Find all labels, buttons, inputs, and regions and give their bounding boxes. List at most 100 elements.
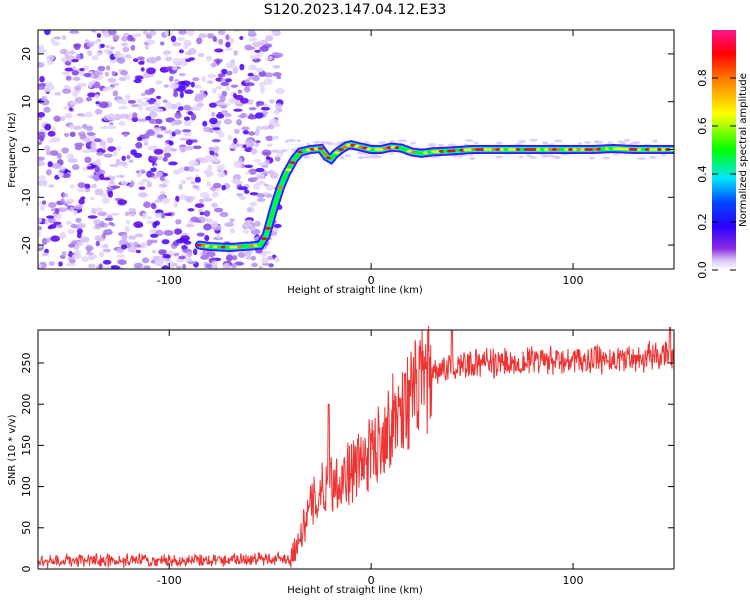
ridge-core (527, 148, 534, 151)
noise-blob (77, 223, 86, 229)
ridge-core (483, 148, 490, 151)
noise-blob (229, 144, 238, 150)
ridge-core (337, 148, 344, 151)
noise-blob (72, 66, 77, 71)
noise-blob (65, 220, 73, 225)
noise-blob (249, 201, 257, 207)
noise-blob (258, 70, 266, 77)
x-tick-label: 0 (368, 274, 375, 287)
noise-blob (154, 220, 160, 226)
noise-blob (212, 87, 217, 94)
noise-blob (104, 71, 110, 77)
noise-blob (248, 30, 255, 35)
colorbar-tick-label: 0.8 (696, 69, 709, 87)
noise-blob (231, 263, 237, 268)
noise-blob (110, 185, 121, 189)
noise-blob (239, 196, 246, 201)
noise-blob (192, 184, 199, 189)
noise-blob (138, 170, 143, 177)
noise-blob (153, 106, 160, 112)
noise-blob (250, 255, 256, 261)
noise-blob (87, 132, 96, 136)
noise-blob (148, 99, 155, 105)
ridge-core (317, 147, 324, 150)
noise-blob (218, 38, 223, 46)
noise-blob (66, 263, 76, 267)
noise-blob (135, 249, 142, 254)
noise-blob (247, 46, 256, 50)
noise-blob (119, 113, 130, 119)
noise-blob (130, 44, 136, 51)
noise-blob (187, 261, 197, 265)
ridge-core (345, 143, 352, 147)
noise-blob (133, 262, 143, 268)
noise-blob (183, 39, 192, 47)
ridge-core (273, 199, 280, 202)
noise-blob (173, 252, 180, 257)
noise-blob (652, 139, 658, 143)
noise-blob (156, 134, 164, 139)
noise-blob (38, 62, 45, 68)
noise-blob (107, 77, 117, 83)
noise-blob (125, 220, 130, 225)
noise-blob (261, 149, 272, 156)
noise-blob (170, 35, 177, 43)
noise-blob (473, 141, 479, 145)
noise-blob (205, 171, 212, 178)
noise-blob (140, 92, 146, 97)
noise-blob (248, 107, 257, 111)
noise-blob (219, 211, 229, 218)
noise-blob (68, 158, 78, 164)
noise-blob (106, 137, 114, 144)
noise-blob (94, 94, 100, 99)
noise-blob (374, 155, 383, 159)
noise-blob (71, 70, 80, 76)
noise-blob (60, 116, 66, 122)
noise-blob (76, 232, 82, 239)
noise-blob (183, 119, 192, 127)
noise-blob (74, 145, 83, 151)
noise-blob (233, 108, 243, 112)
noise-blob (85, 252, 94, 256)
noise-blob (266, 143, 274, 147)
noise-blob (38, 48, 47, 53)
noise-blob (162, 157, 168, 162)
noise-blob (249, 192, 259, 196)
noise-blob (93, 71, 104, 76)
noise-blob (173, 200, 179, 208)
noise-blob (171, 120, 176, 126)
ridge-core (293, 155, 300, 159)
noise-blob (116, 57, 126, 64)
noise-blob (116, 247, 125, 254)
noise-blob (173, 169, 181, 175)
noise-blob (51, 163, 62, 169)
noise-blob (44, 123, 51, 131)
noise-blob (57, 224, 63, 229)
noise-blob (208, 102, 217, 108)
noise-blob (190, 113, 197, 121)
noise-blob (141, 101, 150, 107)
spectrogram-y-axis-label: Frequency (Hz) (7, 112, 18, 188)
noise-blob (620, 141, 627, 145)
noise-blob (71, 164, 80, 171)
noise-blob (38, 175, 46, 181)
noise-blob (268, 263, 274, 268)
noise-blob (244, 164, 254, 168)
noise-blob (211, 202, 218, 208)
noise-blob (121, 36, 129, 42)
noise-blob (232, 255, 238, 261)
noise-blob (163, 212, 173, 216)
noise-blob (100, 192, 108, 198)
noise-blob (162, 99, 168, 104)
noise-blob (180, 235, 191, 242)
noise-blob (274, 52, 284, 58)
noise-blob (171, 262, 178, 267)
noise-blob (319, 141, 329, 144)
noise-blob (183, 131, 193, 137)
noise-blob (248, 64, 257, 71)
y-tick-label: 200 (20, 394, 33, 415)
noise-blob (215, 86, 223, 90)
noise-blob (529, 138, 539, 142)
noise-blob (215, 59, 221, 65)
noise-blob (212, 182, 222, 189)
